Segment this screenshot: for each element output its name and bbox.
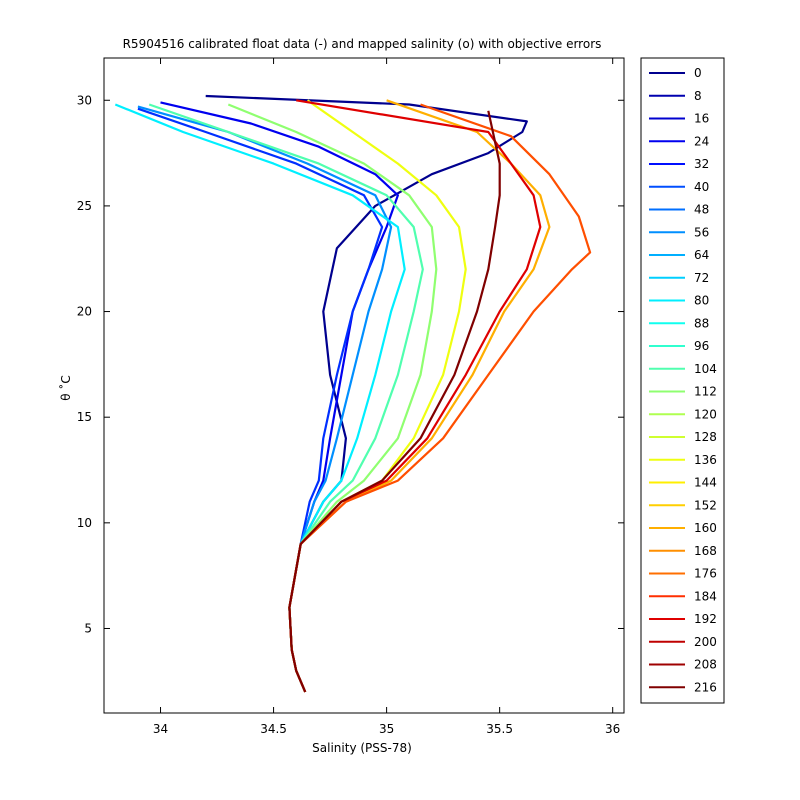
legend-label: 96	[694, 339, 709, 353]
y-tick-label: 30	[77, 93, 92, 107]
legend-label: 152	[694, 498, 717, 512]
y-tick-label: 5	[84, 621, 92, 635]
legend-label: 80	[694, 294, 709, 308]
legend-label: 128	[694, 430, 717, 444]
y-tick-label: 25	[77, 199, 92, 213]
plot-area-frame	[103, 57, 625, 714]
legend-label: 216	[694, 680, 717, 694]
legend-label: 184	[694, 589, 717, 603]
legend-label: 144	[694, 476, 717, 490]
series-line-200	[288, 99, 542, 693]
y-axis: 5 10 15 20 25 30	[77, 93, 624, 635]
series-line-152	[288, 99, 467, 693]
legend-label: 192	[694, 612, 717, 626]
series-line-16	[160, 101, 399, 693]
legend-label: 104	[694, 362, 717, 376]
y-tick-label: 15	[77, 410, 92, 424]
y-axis-label: θ ˚C	[58, 375, 73, 401]
x-axis: 34 34.5 35 35.5 36	[153, 58, 620, 736]
legend-label: 168	[694, 544, 717, 558]
legend-box	[640, 57, 725, 704]
legend-label: 24	[694, 134, 709, 148]
series-line-112	[148, 103, 424, 693]
x-tick-label: 35.5	[486, 722, 513, 736]
legend-label: 72	[694, 271, 709, 285]
series-line-216	[288, 110, 501, 693]
chart-title: R5904516 calibrated float data (-) and m…	[123, 37, 602, 51]
series-line-168	[288, 99, 551, 693]
x-tick-label: 34	[153, 722, 168, 736]
x-tick-label: 35	[379, 722, 394, 736]
x-axis-label: Salinity (PSS-78)	[312, 741, 412, 755]
legend-label: 160	[694, 521, 717, 535]
series-line-88	[114, 103, 406, 693]
x-tick-label: 34.5	[260, 722, 287, 736]
legend-label: 112	[694, 385, 717, 399]
legend-label: 200	[694, 635, 717, 649]
legend-label: 48	[694, 203, 709, 217]
y-tick-label: 20	[77, 305, 92, 319]
legend-label: 40	[694, 180, 709, 194]
legend-label: 88	[694, 316, 709, 330]
legend-label: 208	[694, 658, 717, 672]
legend-label: 32	[694, 157, 709, 171]
legend-label: 16	[694, 112, 709, 126]
y-tick-label: 10	[77, 516, 92, 530]
legend-label: 136	[694, 453, 717, 467]
legend: 0 8 16 24 32 40 48 56 64 72 80 88 96 104 112 120 128 136 1…	[640, 57, 725, 704]
legend-label: 176	[694, 567, 717, 581]
legend-label: 64	[694, 248, 709, 262]
series-line-184	[288, 103, 592, 693]
legend-label: 0	[694, 66, 702, 80]
legend-label: 56	[694, 225, 709, 239]
x-tick-label: 36	[605, 722, 620, 736]
legend-label: 120	[694, 407, 717, 421]
legend-label: 8	[694, 89, 702, 103]
